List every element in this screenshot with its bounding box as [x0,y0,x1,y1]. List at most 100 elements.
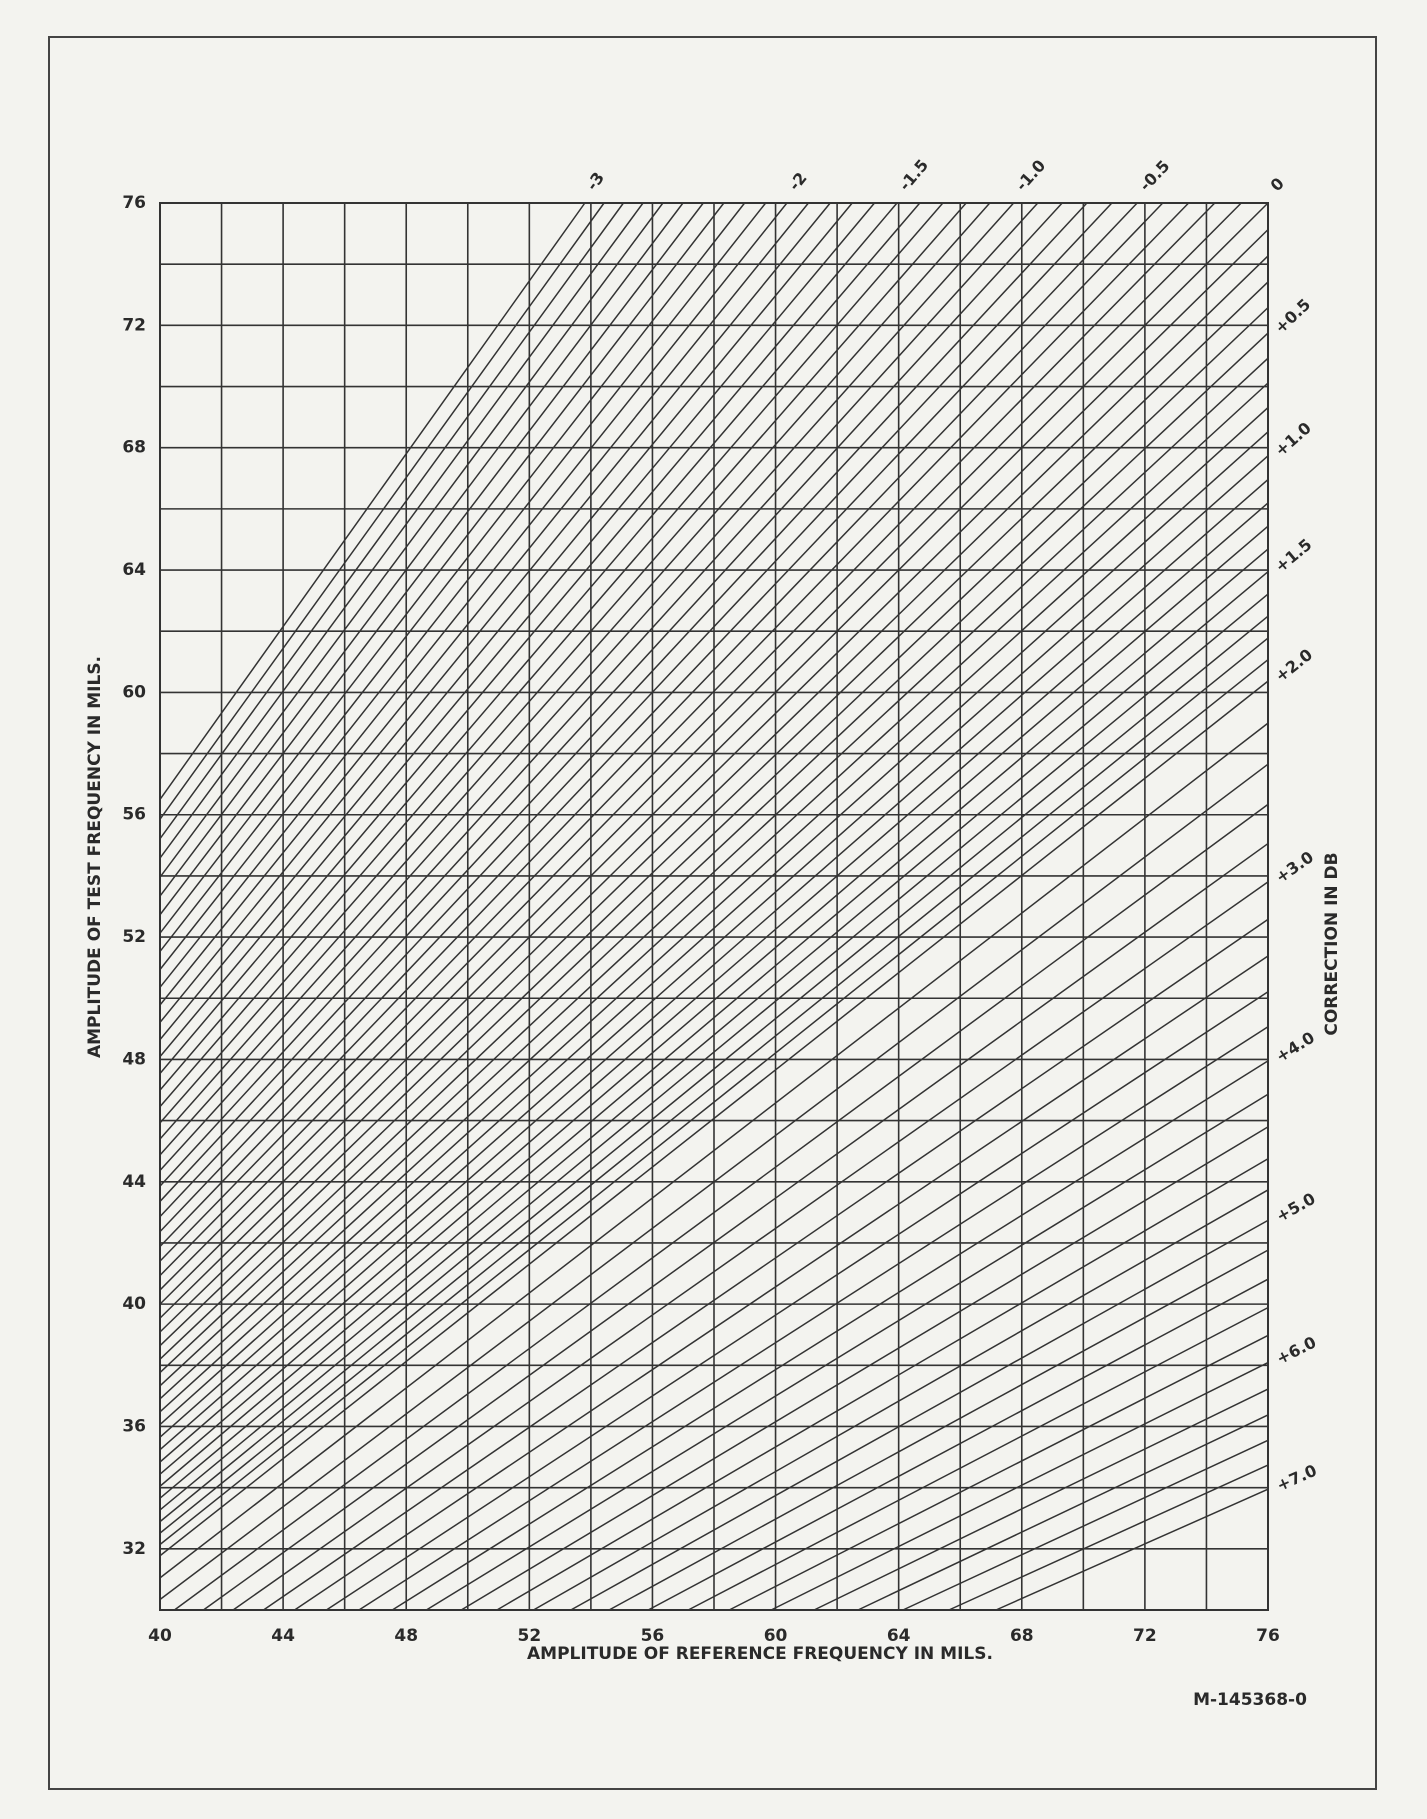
correction-line [159,202,1015,1156]
correction-line [159,548,1269,1487]
correction-line [857,1414,1269,1611]
y-tick-label: 64 [122,560,146,580]
correction-line [159,202,605,820]
correction-line [159,357,1269,1387]
correction-line [159,202,1242,1291]
y-axis-label: AMPLITUDE OF TEST FREQUENCY IN MILS. [85,656,105,1058]
correction-line [391,1060,1269,1611]
x-tick-label: 52 [517,1626,541,1646]
correction-label: -3 [582,168,608,194]
correction-line [159,202,684,897]
correction-line [770,1361,1269,1611]
correction-line [159,202,1113,1218]
frame [48,36,1377,1790]
correction-line [159,202,810,1006]
correction-line [159,680,1269,1557]
x-tick-label: 64 [887,1626,911,1646]
correction-line [159,202,625,840]
correction-label: +1.5 [1271,535,1315,576]
correction-label: +6.0 [1273,1333,1319,1369]
y-tick-label: 72 [122,315,146,335]
x-tick-label: 68 [1010,1626,1034,1646]
correction-line [159,202,788,988]
correction-line [358,1026,1269,1611]
correction-line [533,1189,1269,1611]
correction-line [570,1219,1269,1611]
x-axis-label: AMPLITUDE OF REFERENCE FREQUENCY IN MILS… [527,1644,993,1664]
correction-line [159,763,1269,1601]
correction-line [159,202,1088,1202]
correction-line [159,202,1190,1262]
y-tick-label: 76 [122,193,146,213]
correction-label: -2 [785,169,811,195]
correction-line [159,332,1269,1374]
y2-axis-label: CORRECTION IN DB [1322,852,1342,1035]
correction-line [159,202,746,952]
x-tick-label: 56 [641,1626,665,1646]
plot-border [159,202,1269,1611]
correction-line [159,637,1269,1534]
correction-line [159,478,1269,1451]
y-tick-label: 52 [122,927,146,947]
correction-line [159,202,1164,1247]
correction-line [159,202,1063,1187]
correction-line [159,659,1269,1546]
correction-line [159,525,1269,1475]
correction-line [995,1488,1269,1611]
correction-line [159,202,921,1091]
correction-line [159,593,1269,1511]
correction-line [159,281,1269,1347]
correction-line [608,1249,1269,1611]
correction-label: +1.0 [1271,418,1315,460]
correction-line [159,202,944,1108]
correction-line [159,202,1269,1305]
y-tick-label: 48 [122,1049,146,1069]
correction-line [496,1158,1269,1611]
y-tick-label: 60 [122,682,146,702]
correction-line [159,202,898,1074]
correction-line [325,991,1269,1611]
y-tick-label: 40 [122,1294,146,1314]
correction-label: +0.5 [1271,295,1314,337]
x-tick-label: 40 [148,1626,172,1646]
correction-line [159,431,1269,1426]
correction-label: 0 [1267,174,1288,195]
correction-line [159,202,644,859]
y-tick-label: 56 [122,805,146,825]
correction-line [159,382,1269,1400]
correction-line [687,1306,1269,1611]
correction-line [159,255,1269,1333]
correction-line [728,1334,1269,1611]
correction-line [159,202,664,878]
x-tick-label: 72 [1133,1626,1157,1646]
correction-line [159,571,1269,1499]
correction-line [159,202,876,1058]
y-tick-label: 32 [122,1539,146,1559]
correction-line [647,1278,1269,1611]
correction-label: +5.0 [1273,1189,1319,1226]
correction-line [159,202,725,934]
correction-line [159,202,586,800]
correction-line [159,229,1269,1319]
correction-label: +3.0 [1272,847,1317,887]
drawing-number: M-145368-0 [1193,1690,1307,1710]
correction-label: +4.0 [1272,1028,1317,1066]
correction-line [813,1388,1269,1611]
correction-label: -0.5 [1136,156,1174,194]
x-tick-label: 44 [271,1626,295,1646]
y-tick-label: 36 [122,1416,146,1436]
correction-line [232,881,1269,1611]
correction-line [159,202,767,970]
correction-line [159,202,831,1023]
correction-line [159,202,853,1041]
correction-label: -1.0 [1012,156,1050,195]
x-tick-label: 76 [1256,1626,1280,1646]
correction-line [263,918,1269,1611]
correction-line [294,955,1269,1611]
correction-line [902,1439,1269,1611]
correction-line [159,455,1269,1438]
correction-line [159,202,1039,1172]
correction-line [159,307,1269,1360]
correction-line [173,803,1269,1611]
